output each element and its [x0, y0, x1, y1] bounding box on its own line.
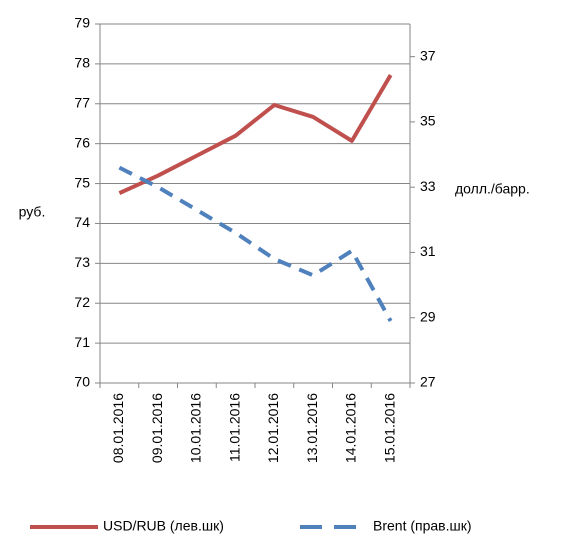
- x-tick-label: 08.01.2016: [110, 393, 126, 463]
- x-tick-label: 15.01.2016: [381, 393, 397, 463]
- legend-item: Brent (прав.шк): [300, 518, 472, 534]
- y2-tick-label: 33: [420, 178, 436, 194]
- y-tick-label: 74: [74, 214, 90, 230]
- x-tick-label: 12.01.2016: [265, 393, 281, 463]
- line-series: [118, 74, 393, 195]
- x-tick-label: 13.01.2016: [304, 393, 320, 463]
- y2-tick-label: 29: [420, 308, 436, 324]
- y-tick-label: 79: [74, 15, 90, 31]
- y2-tick-label: 35: [420, 113, 436, 129]
- y-tick-label: 78: [74, 55, 90, 71]
- y-tick-label: 73: [74, 254, 90, 270]
- line-series: [118, 165, 393, 322]
- y2-axis-label: долл./барр.: [455, 181, 530, 197]
- x-tick-label: 09.01.2016: [149, 393, 165, 463]
- x-tick-label: 14.01.2016: [343, 393, 359, 463]
- y2-tick-label: 37: [420, 47, 436, 63]
- legend-item: USD/RUB (лев.шк): [30, 518, 224, 534]
- x-tick-label: 11.01.2016: [226, 393, 242, 462]
- y2-tick-label: 31: [420, 243, 436, 259]
- y-tick-label: 76: [74, 134, 90, 150]
- y-tick-label: 77: [74, 94, 90, 110]
- y2-tick-label: 27: [420, 374, 436, 390]
- y-tick-label: 71: [74, 334, 90, 350]
- y-tick-label: 72: [74, 294, 90, 310]
- y-axis-label: руб.: [19, 204, 46, 220]
- y-tick-label: 75: [74, 174, 90, 190]
- x-tick-label: 10.01.2016: [188, 393, 204, 463]
- legend-label: USD/RUB (лев.шк): [103, 518, 224, 534]
- y-tick-label: 70: [74, 374, 90, 390]
- legend-label: Brent (прав.шк): [373, 518, 472, 534]
